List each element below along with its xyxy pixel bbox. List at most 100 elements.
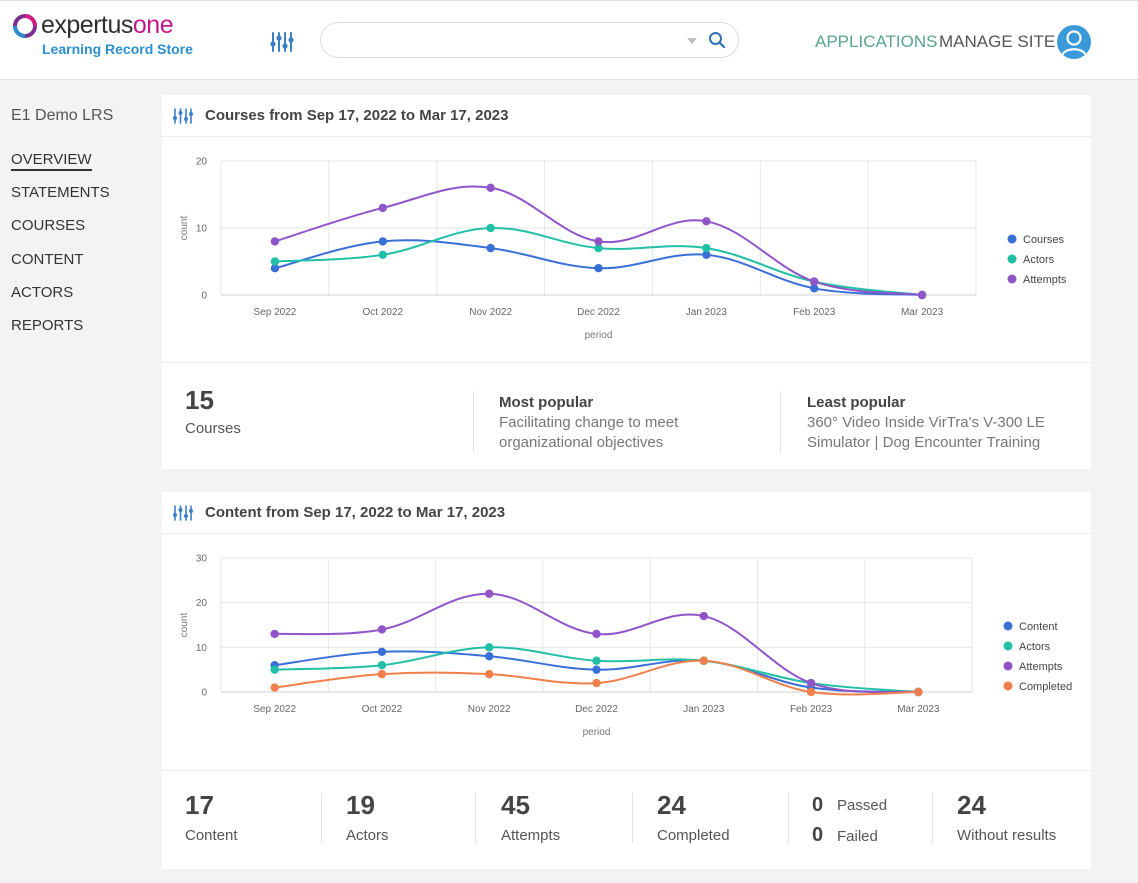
most-popular-course[interactable]: Facilitating change to meet organization…	[499, 413, 769, 453]
legend-label: Content	[1019, 621, 1058, 633]
divider	[475, 793, 476, 843]
data-point-actors	[378, 250, 387, 259]
data-point-courses	[594, 264, 603, 273]
legend-marker	[1003, 661, 1013, 671]
data-point-completed	[699, 656, 708, 665]
courses-count-label: Courses	[185, 420, 241, 437]
x-axis-title: period	[583, 727, 611, 738]
x-tick-label: Dec 2022	[577, 307, 620, 318]
content-panel: Content from Sep 17, 2022 to Mar 17, 202…	[162, 492, 1091, 869]
user-avatar-icon[interactable]	[1057, 25, 1091, 59]
data-point-completed	[806, 687, 816, 697]
sidebar-item-label: CONTENT	[11, 250, 84, 268]
sidebar-item-overview[interactable]: OVERVIEW	[11, 151, 110, 184]
data-point-attempts	[699, 611, 708, 621]
data-point-completed	[485, 669, 494, 679]
attempts-count: 45	[501, 790, 530, 820]
series-line-attempts	[274, 592, 919, 694]
x-tick-label: Nov 2022	[469, 307, 512, 318]
filter-sliders-icon[interactable]	[268, 29, 296, 55]
content-count-label: Content	[185, 827, 238, 844]
sidebar-item-actors[interactable]: ACTORS	[11, 284, 110, 317]
content-panel-title: Content from Sep 17, 2022 to Mar 17, 202…	[205, 504, 506, 521]
divider	[780, 391, 781, 453]
attempts-count-label: Attempts	[501, 827, 561, 844]
data-point-attempts	[378, 203, 387, 213]
data-point-content	[592, 665, 601, 674]
lrs-name: E1 Demo LRS	[11, 107, 114, 124]
data-point-attempts	[917, 290, 927, 300]
y-tick-label: 0	[201, 688, 207, 699]
least-popular-line-2: Simulator | Dog Encounter Training	[807, 434, 1041, 451]
x-tick-label: Nov 2022	[468, 704, 511, 715]
data-point-completed	[914, 687, 923, 697]
data-point-actors	[592, 656, 601, 665]
data-point-attempts	[592, 629, 601, 639]
logo-wordmark: expertusone	[41, 11, 174, 40]
filter-sliders-icon[interactable]	[172, 504, 194, 522]
top-bar: expertusone Learning Record Store APPLIC…	[0, 0, 1138, 80]
sidebar-item-content[interactable]: CONTENT	[11, 251, 110, 284]
most-popular-line-2: organizational objectives	[499, 434, 664, 451]
data-point-attempts	[486, 183, 495, 192]
y-tick-label: 10	[196, 224, 208, 235]
legend-marker	[1003, 621, 1013, 631]
data-point-actors	[594, 243, 603, 253]
most-popular-line-1: Facilitating change to meet	[499, 414, 679, 431]
content-line-chart: 0 10 20 30 Sep 2022 Oct 2022 Nov 2022 Dec 2022 J…	[179, 554, 1072, 739]
expertusone-logo[interactable]: expertusone Learning Record Store	[12, 11, 202, 61]
legend-label: Actors	[1023, 254, 1055, 266]
x-tick-label: Dec 2022	[575, 704, 618, 715]
x-tick-label: Feb 2023	[790, 704, 833, 715]
data-point-courses	[486, 243, 495, 253]
data-point-courses	[270, 264, 280, 273]
failed-count: 0	[812, 824, 824, 846]
y-tick-label: 20	[196, 598, 208, 609]
sidebar-item-courses[interactable]: COURSES	[11, 217, 110, 250]
data-point-completed	[377, 669, 387, 679]
filter-sliders-icon[interactable]	[172, 107, 194, 125]
data-point-actors	[485, 643, 494, 652]
sidebar-item-reports[interactable]: REPORTS	[11, 317, 110, 350]
y-axis-title: count	[179, 216, 190, 241]
legend-marker	[1007, 234, 1017, 244]
courses-panel-header: Courses from Sep 17, 2022 to Mar 17, 202…	[162, 95, 1091, 137]
x-tick-label: Sep 2022	[253, 704, 296, 715]
nav-applications[interactable]: APPLICATIONS	[815, 32, 938, 51]
divider	[162, 362, 1091, 363]
sidebar-item-statements[interactable]: STATEMENTS	[11, 184, 110, 217]
most-popular-title: Most popular	[499, 394, 594, 411]
legend-label: Completed	[1019, 681, 1072, 693]
least-popular-course[interactable]: 360° Video Inside VirTra's V-300 LE Simu…	[807, 413, 1087, 453]
data-point-courses	[810, 284, 819, 293]
data-point-actors	[377, 661, 387, 670]
content-count: 17	[185, 790, 214, 820]
search-dropdown-caret-icon[interactable]	[687, 38, 697, 44]
legend-label: Attempts	[1023, 274, 1067, 286]
x-axis-title: period	[585, 330, 613, 341]
data-point-attempts	[377, 625, 387, 634]
nav-manage-site[interactable]: MANAGE SITE	[939, 32, 1056, 51]
data-point-attempts	[270, 629, 279, 639]
courses-line-chart: 0 10 20 Sep 2022 Oct 2022 Nov 2022 Dec 2022 Jan…	[179, 157, 1067, 342]
data-point-courses	[702, 250, 711, 259]
data-point-attempts	[806, 678, 816, 688]
data-point-attempts	[702, 217, 711, 226]
completed-count: 24	[657, 790, 686, 820]
logo-subtitle: Learning Record Store	[42, 41, 193, 57]
y-tick-label: 0	[201, 291, 207, 302]
search-icon[interactable]	[708, 31, 726, 49]
actors-count: 19	[346, 790, 375, 820]
logo-ring-icon	[13, 14, 37, 38]
x-tick-label: Mar 2023	[901, 307, 944, 318]
search-input[interactable]	[335, 29, 675, 51]
data-point-actors	[270, 665, 279, 674]
x-tick-label: Jan 2023	[683, 704, 725, 715]
least-popular-title: Least popular	[807, 394, 906, 411]
legend-label: Actors	[1019, 641, 1051, 653]
data-point-courses	[378, 237, 387, 246]
logo-word-a: expertus	[41, 11, 133, 39]
logo-word-b: one	[132, 11, 174, 39]
data-point-attempts	[485, 589, 494, 598]
sidebar-item-label: COURSES	[11, 217, 86, 235]
